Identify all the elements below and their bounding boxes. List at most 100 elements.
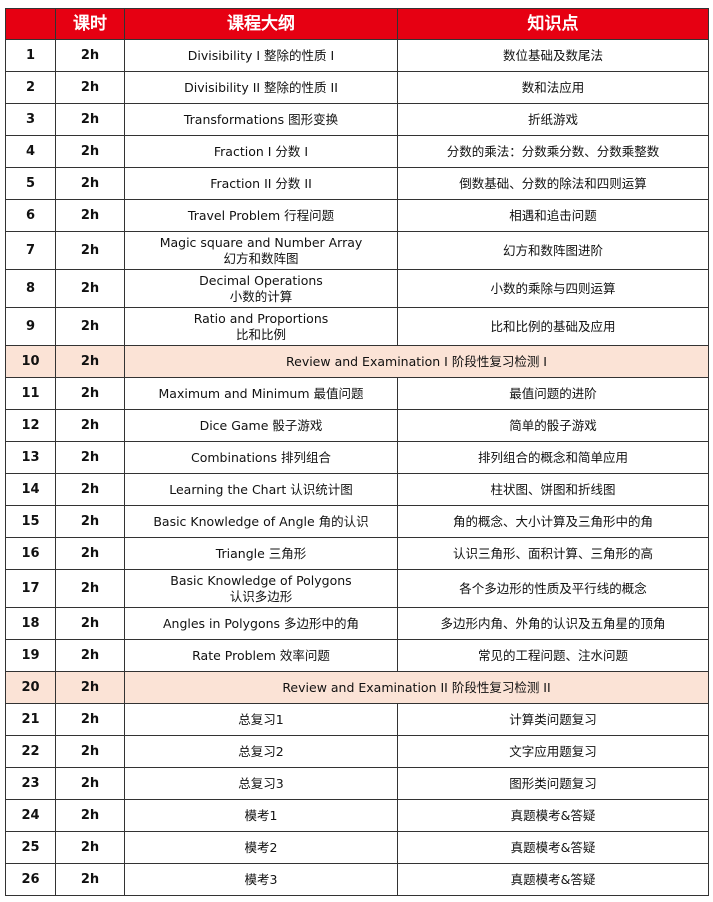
lesson-number: 19 bbox=[5, 639, 56, 672]
knowledge-points: 图形类问题复习 bbox=[397, 767, 709, 800]
knowledge-points: 小数的乘除与四则运算 bbox=[397, 269, 709, 308]
course-outline: Combinations 排列组合 bbox=[124, 441, 398, 474]
lesson-number: 8 bbox=[5, 269, 56, 308]
lesson-number: 3 bbox=[5, 103, 56, 136]
lesson-number: 25 bbox=[5, 831, 56, 864]
outline-cn: 认识多边形 bbox=[229, 588, 293, 604]
course-outline: 总复习3 bbox=[124, 767, 398, 800]
knowledge-points: 倒数基础、分数的除法和四则运算 bbox=[397, 167, 709, 200]
lesson-number: 2 bbox=[5, 71, 56, 104]
course-outline: 模考2 bbox=[124, 831, 398, 864]
review-title: Review and Examination II 阶段性复习检测 II bbox=[124, 671, 709, 704]
outline-cn: 幻方和数阵图 bbox=[223, 250, 299, 266]
lesson-number: 20 bbox=[5, 671, 56, 704]
knowledge-points: 角的概念、大小计算及三角形中的角 bbox=[397, 505, 709, 538]
lesson-number: 26 bbox=[5, 863, 56, 896]
lesson-hours: 2h bbox=[55, 473, 125, 506]
course-outline: Basic Knowledge of Angle 角的认识 bbox=[124, 505, 398, 538]
course-outline: 模考3 bbox=[124, 863, 398, 896]
course-outline: Maximum and Minimum 最值问题 bbox=[124, 377, 398, 410]
table-header: 课时 课程大纲 知识点 bbox=[5, 8, 709, 40]
outline-en: Decimal Operations bbox=[199, 272, 323, 288]
lesson-hours: 2h bbox=[55, 537, 125, 570]
lesson-hours: 2h bbox=[55, 307, 125, 346]
knowledge-points: 幻方和数阵图进阶 bbox=[397, 231, 709, 270]
lesson-number: 24 bbox=[5, 799, 56, 832]
knowledge-points: 简单的骰子游戏 bbox=[397, 409, 709, 442]
lesson-number: 22 bbox=[5, 735, 56, 768]
table-row: 24 2h 模考1 真题模考&答疑 bbox=[5, 799, 709, 832]
table-row: 8 2h Decimal Operations 小数的计算 小数的乘除与四则运算 bbox=[5, 269, 709, 308]
lesson-hours: 2h bbox=[55, 377, 125, 410]
knowledge-points: 计算类问题复习 bbox=[397, 703, 709, 736]
outline-en: Magic square and Number Array bbox=[159, 234, 363, 250]
lesson-number: 5 bbox=[5, 167, 56, 200]
course-outline: Rate Problem 效率问题 bbox=[124, 639, 398, 672]
header-outline: 课程大纲 bbox=[124, 8, 398, 40]
knowledge-points: 各个多边形的性质及平行线的概念 bbox=[397, 569, 709, 608]
course-outline: Divisibility II 整除的性质 II bbox=[124, 71, 398, 104]
knowledge-points: 折纸游戏 bbox=[397, 103, 709, 136]
review-title: Review and Examination I 阶段性复习检测 I bbox=[124, 345, 709, 378]
knowledge-points: 数和法应用 bbox=[397, 71, 709, 104]
lesson-hours: 2h bbox=[55, 703, 125, 736]
lesson-hours: 2h bbox=[55, 441, 125, 474]
knowledge-points: 相遇和追击问题 bbox=[397, 199, 709, 232]
lesson-hours: 2h bbox=[55, 135, 125, 168]
table-row: 4 2h Fraction I 分数 I 分数的乘法：分数乘分数、分数乘整数 bbox=[5, 135, 709, 168]
outline-en: Basic Knowledge of Polygons bbox=[170, 572, 352, 588]
review-row: 10 2h Review and Examination I 阶段性复习检测 I bbox=[5, 345, 709, 378]
course-outline: Dice Game 骰子游戏 bbox=[124, 409, 398, 442]
table-row: 21 2h 总复习1 计算类问题复习 bbox=[5, 703, 709, 736]
course-table: 课时 课程大纲 知识点 1 2h Divisibility I 整除的性质 I 数位基… bbox=[5, 8, 709, 896]
table-row: 18 2h Angles in Polygons 多边形中的角 多边形内角、外角的认识… bbox=[5, 607, 709, 640]
table-row: 15 2h Basic Knowledge of Angle 角的认识 角的概念、大小… bbox=[5, 505, 709, 538]
outline-cn: 比和比例 bbox=[235, 326, 286, 342]
lesson-hours: 2h bbox=[55, 167, 125, 200]
lesson-hours: 2h bbox=[55, 863, 125, 896]
table-row: 11 2h Maximum and Minimum 最值问题 最值问题的进阶 bbox=[5, 377, 709, 410]
lesson-number: 9 bbox=[5, 307, 56, 346]
lesson-hours: 2h bbox=[55, 71, 125, 104]
lesson-hours: 2h bbox=[55, 39, 125, 72]
course-outline: Angles in Polygons 多边形中的角 bbox=[124, 607, 398, 640]
outline-en: Ratio and Proportions bbox=[193, 310, 329, 326]
lesson-number: 4 bbox=[5, 135, 56, 168]
table-row: 17 2h Basic Knowledge of Polygons 认识多边形 各个多边… bbox=[5, 569, 709, 608]
lesson-number: 21 bbox=[5, 703, 56, 736]
lesson-number: 11 bbox=[5, 377, 56, 410]
lesson-hours: 2h bbox=[55, 569, 125, 608]
lesson-hours: 2h bbox=[55, 671, 125, 704]
knowledge-points: 排列组合的概念和简单应用 bbox=[397, 441, 709, 474]
knowledge-points: 文字应用题复习 bbox=[397, 735, 709, 768]
course-outline: Ratio and Proportions 比和比例 bbox=[124, 307, 398, 346]
knowledge-points: 数位基础及数尾法 bbox=[397, 39, 709, 72]
table-row: 19 2h Rate Problem 效率问题 常见的工程问题、注水问题 bbox=[5, 639, 709, 672]
lesson-number: 12 bbox=[5, 409, 56, 442]
table-row: 22 2h 总复习2 文字应用题复习 bbox=[5, 735, 709, 768]
outline-cn: 小数的计算 bbox=[229, 288, 293, 304]
course-outline: Divisibility I 整除的性质 I bbox=[124, 39, 398, 72]
table-row: 12 2h Dice Game 骰子游戏 简单的骰子游戏 bbox=[5, 409, 709, 442]
course-outline: 总复习2 bbox=[124, 735, 398, 768]
lesson-hours: 2h bbox=[55, 345, 125, 378]
course-outline: Fraction I 分数 I bbox=[124, 135, 398, 168]
table-row: 26 2h 模考3 真题模考&答疑 bbox=[5, 863, 709, 896]
course-outline: Travel Problem 行程问题 bbox=[124, 199, 398, 232]
table-row: 6 2h Travel Problem 行程问题 相遇和追击问题 bbox=[5, 199, 709, 232]
lesson-hours: 2h bbox=[55, 831, 125, 864]
table-row: 16 2h Triangle 三角形 认识三角形、面积计算、三角形的高 bbox=[5, 537, 709, 570]
knowledge-points: 常见的工程问题、注水问题 bbox=[397, 639, 709, 672]
lesson-hours: 2h bbox=[55, 103, 125, 136]
review-row: 20 2h Review and Examination II 阶段性复习检测 II bbox=[5, 671, 709, 704]
table-row: 13 2h Combinations 排列组合 排列组合的概念和简单应用 bbox=[5, 441, 709, 474]
lesson-number: 18 bbox=[5, 607, 56, 640]
lesson-number: 10 bbox=[5, 345, 56, 378]
header-hours: 课时 bbox=[55, 8, 125, 40]
table-row: 3 2h Transformations 图形变换 折纸游戏 bbox=[5, 103, 709, 136]
lesson-hours: 2h bbox=[55, 735, 125, 768]
lesson-hours: 2h bbox=[55, 607, 125, 640]
lesson-number: 1 bbox=[5, 39, 56, 72]
course-outline: 总复习1 bbox=[124, 703, 398, 736]
table-row: 23 2h 总复习3 图形类问题复习 bbox=[5, 767, 709, 800]
